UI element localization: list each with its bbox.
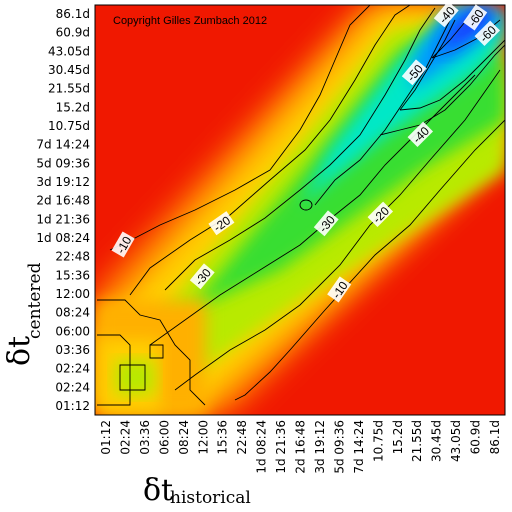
y-tick-label: 1d 21:36 (36, 212, 90, 226)
y-tick-label: 03:36 (55, 343, 90, 357)
x-tick-label: 12:00 (196, 420, 210, 455)
x-tick-label: 5d 09:36 (332, 420, 346, 474)
x-tick-label: 01:12 (99, 420, 113, 455)
y-tick-label: 12:00 (55, 287, 90, 301)
x-tick-label: 10.75d (371, 420, 385, 462)
y-tick-label: 43.05d (48, 44, 90, 58)
x-tick-label: 21.55d (410, 420, 424, 462)
y-tick-label: 22:48 (55, 250, 90, 264)
contour-block-b (149, 344, 164, 359)
contour-small-ring (299, 199, 313, 211)
contour-minus30-upper (164, 7, 436, 291)
y-tick-label: 5d 09:36 (36, 156, 90, 170)
y-tick-label: 30.45d (48, 63, 90, 77)
x-tick-labels: 01:12 02:24 03:36 06:00 08:24 12:00 15:36 22:48… (99, 420, 502, 474)
y-tick-label: 06:00 (55, 324, 90, 338)
y-tick-label: 7d 14:24 (36, 138, 90, 152)
y-axis-title-main: δt (2, 336, 37, 366)
y-tick-label: 15.2d (56, 100, 90, 114)
y-axis-title-sub: centered (25, 262, 45, 339)
x-tick-label: 06:00 (157, 420, 171, 455)
contour-block-a (119, 364, 146, 391)
x-tick-label: 08:24 (177, 420, 191, 455)
plot-area (95, 5, 505, 415)
copyright-text: Copyright Gilles Zumbach 2012 (113, 15, 267, 27)
x-tick-label: 03:36 (138, 420, 152, 455)
x-tick-label: 60.9d (469, 420, 483, 454)
x-tick-label: 30.45d (430, 420, 444, 462)
y-tick-label: 21.55d (48, 82, 90, 96)
band-deep-blue (440, 10, 500, 55)
x-tick-label: 02:24 (118, 420, 132, 455)
contour-minus40 (314, 19, 505, 206)
y-tick-label: 10.75d (48, 119, 90, 133)
y-tick-label: 08:24 (55, 306, 90, 320)
x-tick-label: 15.2d (391, 420, 405, 454)
x-axis-title: δt historical (143, 473, 251, 508)
y-tick-label: 02:24 (55, 362, 90, 376)
x-tick-label: 7d 14:24 (352, 420, 366, 474)
contour-minus10-upper (109, 5, 371, 251)
y-axis-title: δt centered (2, 262, 45, 366)
x-tick-label: 1d 08:24 (255, 420, 269, 474)
y-tick-label: 60.9d (56, 26, 90, 40)
x-tick-label: 43.05d (449, 420, 463, 462)
y-tick-label: 1d 08:24 (36, 231, 90, 245)
x-axis-title-main: δt (143, 473, 173, 508)
y-tick-label: 86.1d (56, 7, 90, 21)
y-tick-label: 15:36 (55, 268, 90, 282)
x-tick-label: 86.1d (488, 420, 502, 454)
contour-block-c (97, 334, 131, 406)
block-lowleft-3 (115, 360, 155, 395)
contour-block-d (97, 299, 206, 406)
x-tick-label: 22:48 (235, 420, 249, 455)
plot-frame (94, 4, 506, 416)
x-tick-label: 2d 16:48 (294, 420, 308, 474)
x-tick-label: 3d 19:12 (313, 420, 327, 474)
y-tick-labels: 01:12 02:24 02:24 03:36 06:00 08:24 12:00 15:36… (36, 7, 90, 413)
contour-minus50 (399, 19, 505, 111)
contour-minus20-lower (174, 69, 501, 391)
contour-minus20-upper (129, 5, 411, 296)
y-tick-label: 01:12 (55, 399, 90, 413)
y-tick-label: 2d 16:48 (36, 194, 90, 208)
y-tick-label: 3d 19:12 (36, 175, 90, 189)
x-axis-title-sub: historical (170, 488, 251, 508)
y-tick-label: 02:24 (55, 380, 90, 394)
x-tick-label: 1d 21:36 (274, 420, 288, 474)
x-tick-label: 15:36 (216, 420, 230, 455)
contour-minus10-lower (234, 119, 505, 401)
